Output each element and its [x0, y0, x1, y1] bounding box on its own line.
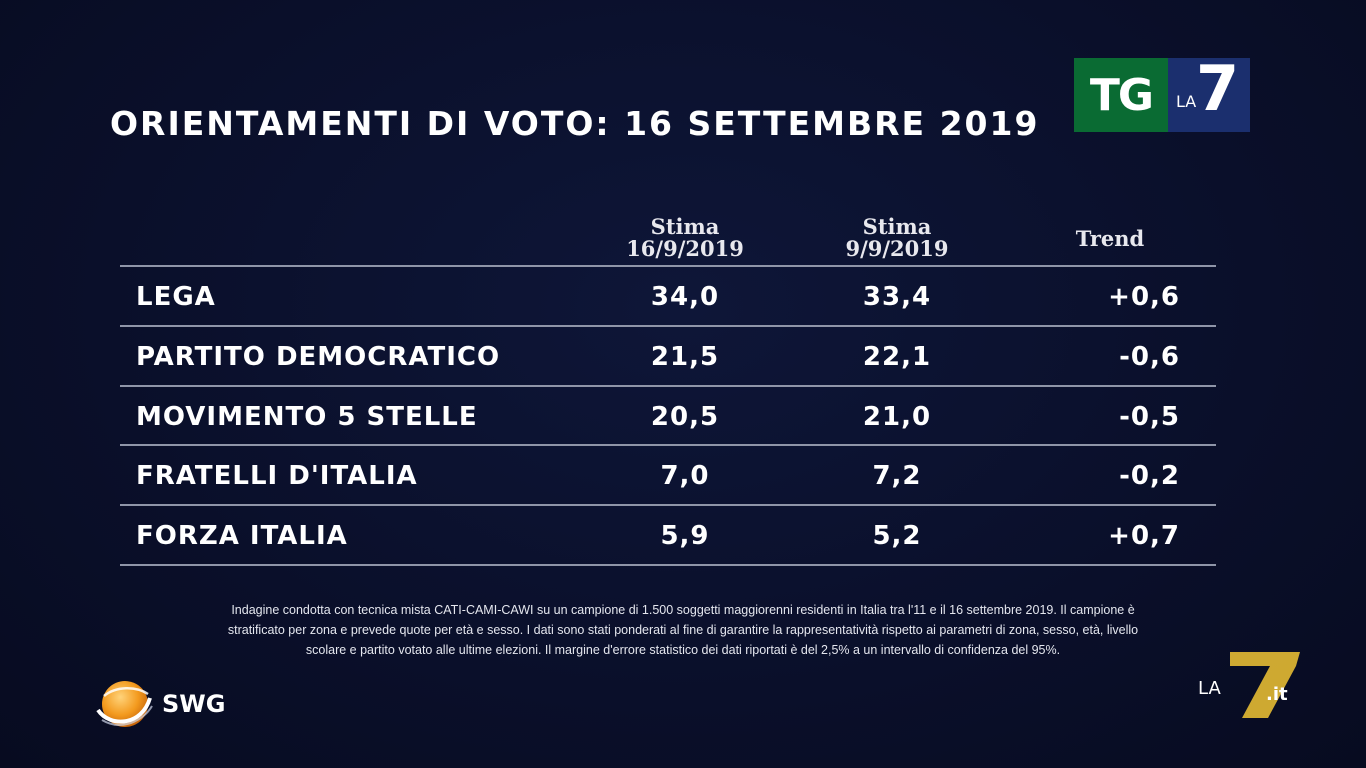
table-divider: [120, 444, 1216, 446]
estimate-current: 20,5: [650, 402, 720, 432]
swg-text: SWG: [162, 690, 226, 718]
estimate-previous: 33,4: [862, 282, 932, 312]
trend-value: +0,7: [1108, 521, 1180, 551]
methodology-note: Indagine condotta con tecnica mista CATI…: [110, 600, 1256, 660]
table-row: FORZA ITALIA 5,9 5,2 +0,7: [120, 507, 1216, 565]
estimate-previous: 5,2: [872, 521, 922, 551]
header-trend: Trend: [1075, 226, 1145, 251]
estimate-previous: 7,2: [872, 461, 922, 491]
swg-globe-icon: [96, 681, 153, 727]
party-name: FORZA ITALIA: [136, 521, 348, 551]
party-name: FRATELLI D'ITALIA: [136, 461, 418, 491]
table-divider: [120, 504, 1216, 506]
footnote-line: stratificato per zona e prevede quote pe…: [227, 623, 1139, 637]
header-col2-line2: 9/9/2019: [845, 236, 949, 261]
party-name: MOVIMENTO 5 STELLE: [136, 402, 478, 432]
header-col1-line2: 16/9/2019: [626, 236, 744, 261]
table-row: LEGA 34,0 33,4 +0,6: [120, 268, 1216, 326]
estimate-current: 5,9: [660, 521, 710, 551]
la-text: LA: [1198, 678, 1221, 699]
table-divider: [120, 564, 1216, 566]
table-divider: [120, 265, 1216, 267]
estimate-previous: 22,1: [862, 342, 932, 372]
tg-la7-logo: TG LA 7: [1074, 52, 1250, 132]
table-divider: [120, 385, 1216, 387]
header-col2-line1: Stima: [862, 214, 932, 239]
footnote-line: Indagine condotta con tecnica mista CATI…: [231, 603, 1135, 617]
table-divider: [120, 325, 1216, 327]
table-row: FRATELLI D'ITALIA 7,0 7,2 -0,2: [120, 447, 1216, 505]
trend-value: -0,2: [1119, 461, 1180, 491]
swg-logo: SWG: [92, 676, 225, 732]
table-row: PARTITO DEMOCRATICO 21,5 22,1 -0,6: [120, 328, 1216, 386]
seven-text: 7: [1196, 52, 1240, 125]
la7-it-logo: LA .it: [1198, 652, 1300, 718]
trend-value: -0,6: [1119, 342, 1180, 372]
header-stima-previous: Stima 9/9/2019: [812, 216, 982, 260]
la-text: LA: [1176, 92, 1197, 111]
header-stima-current: Stima 16/9/2019: [600, 216, 770, 260]
table-row: MOVIMENTO 5 STELLE 20,5 21,0 -0,5: [120, 388, 1216, 446]
party-name: LEGA: [136, 282, 216, 312]
estimate-current: 7,0: [660, 461, 710, 491]
it-text: .it: [1266, 684, 1288, 705]
estimate-current: 21,5: [650, 342, 720, 372]
footnote-line: scolare e partito votato alle ultime ele…: [305, 643, 1061, 657]
la7-logo-mark: LA 7: [1168, 52, 1250, 132]
trend-value: -0,5: [1119, 402, 1180, 432]
trend-value: +0,6: [1108, 282, 1180, 312]
tg-logo-mark: TG: [1074, 58, 1168, 132]
estimate-previous: 21,0: [862, 402, 932, 432]
page-title: ORIENTAMENTI DI VOTO: 16 SETTEMBRE 2019: [110, 104, 1040, 143]
party-name: PARTITO DEMOCRATICO: [136, 342, 501, 372]
estimate-current: 34,0: [650, 282, 720, 312]
header-col1-line1: Stima: [650, 214, 720, 239]
